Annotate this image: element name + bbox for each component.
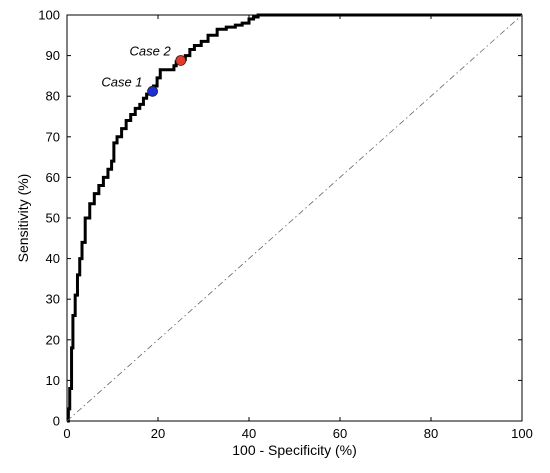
y-tick-label: 30: [46, 292, 60, 307]
x-tick-label: 20: [151, 426, 165, 441]
y-tick-label: 50: [46, 211, 60, 226]
x-tick-label: 100: [511, 426, 533, 441]
case-1-label: Case 1: [101, 74, 142, 89]
case-2-label: Case 2: [130, 43, 172, 58]
y-tick-label: 40: [46, 251, 60, 266]
y-tick-label: 10: [46, 373, 60, 388]
y-tick-label: 20: [46, 332, 60, 347]
roc-curve-line: [66, 13, 522, 423]
x-tick-label: 80: [424, 426, 438, 441]
annotations-layer: Case 1 Case 2: [101, 43, 187, 97]
y-tick-label: 60: [46, 170, 60, 185]
y-tick-label: 0: [53, 414, 60, 429]
x-tick-label: 40: [242, 426, 256, 441]
case-1-marker: [147, 85, 158, 97]
y-tick-label: 80: [46, 89, 60, 104]
ticks-layer: 0 20 40 60 80 100 0 10 20 30 40 50 60 70 80 90 100: [38, 8, 533, 442]
x-tick-label: 0: [63, 426, 70, 441]
case-2-marker: [175, 55, 187, 66]
y-axis-label: Sensitivity (%): [15, 174, 31, 263]
y-tick-label: 100: [38, 8, 60, 23]
x-tick-label: 60: [333, 426, 347, 441]
lines-layer: [66, 13, 523, 423]
y-tick-label: 90: [46, 48, 60, 63]
y-tick-label: 70: [46, 129, 60, 144]
x-axis-label: 100 - Specificity (%): [232, 442, 356, 458]
